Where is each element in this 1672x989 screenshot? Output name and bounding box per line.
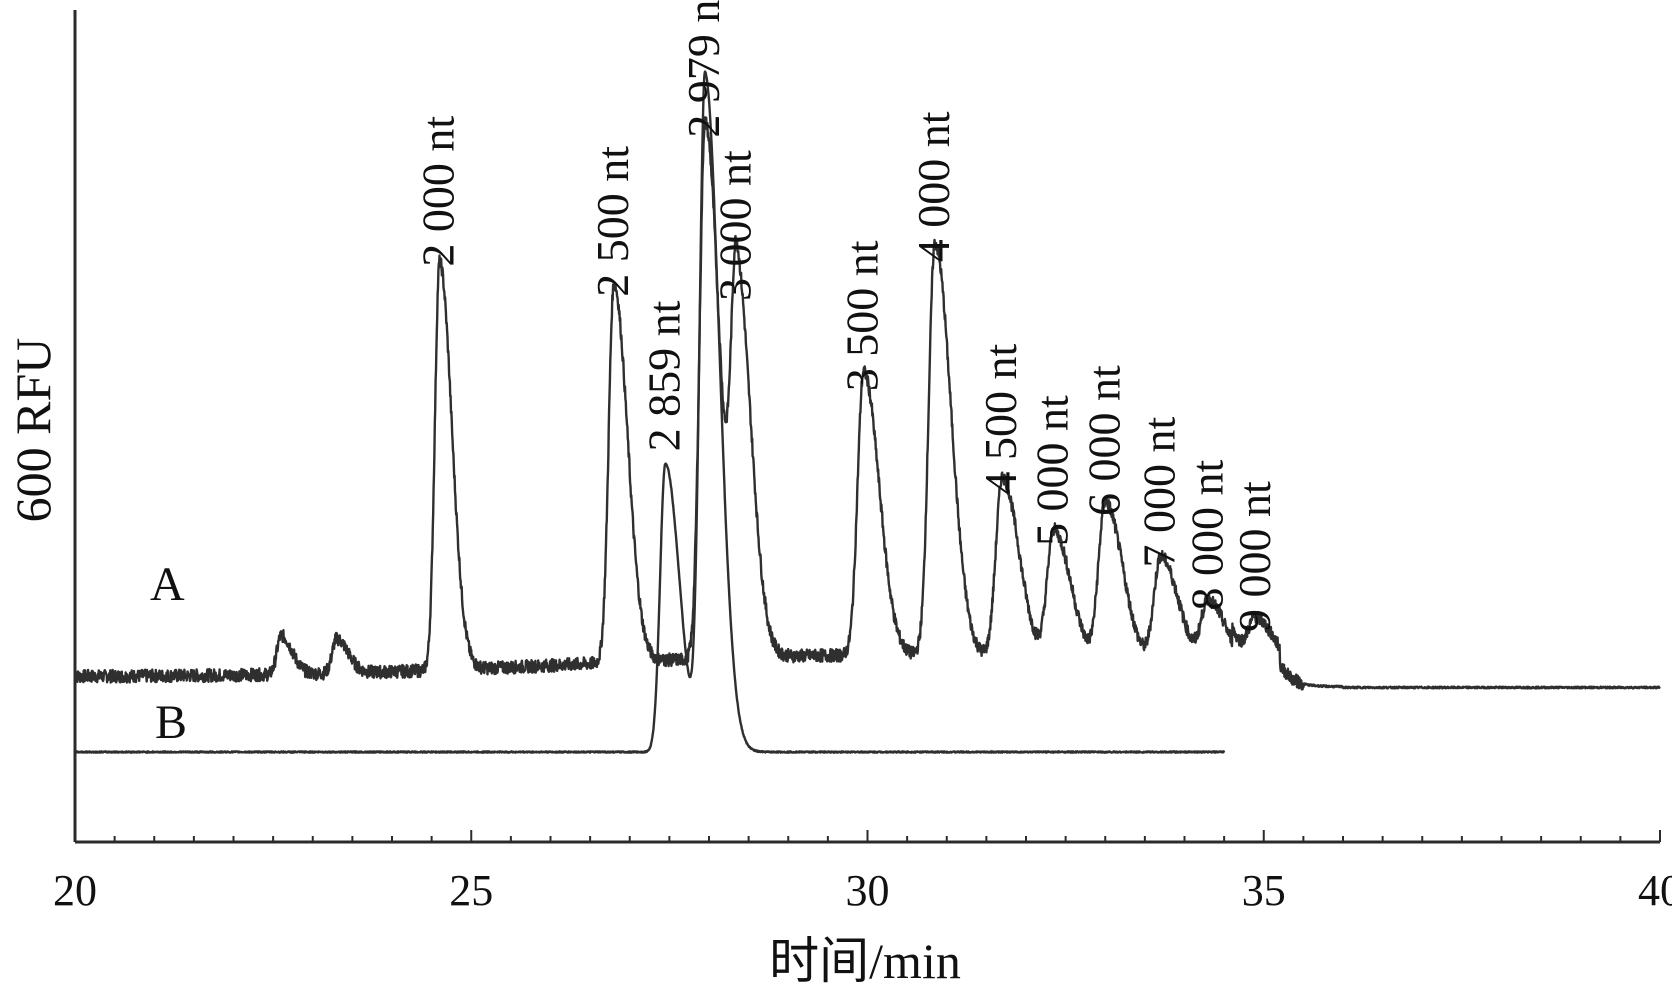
y-axis-label: 600 RFU xyxy=(5,338,61,523)
x-axis-tick-labels: 20 25 30 35 40 xyxy=(53,866,1672,915)
trace-label-b: B xyxy=(155,696,187,749)
x-tick-label: 25 xyxy=(449,866,493,915)
peak-label: 9 000 nt xyxy=(1229,481,1280,632)
x-tick-label: 20 xyxy=(53,866,97,915)
x-axis-label: 时间/min xyxy=(769,933,961,989)
peak-label: 4 000 nt xyxy=(908,111,959,262)
trace-b xyxy=(74,70,1226,754)
traces xyxy=(73,70,1661,754)
peak-label: 6 000 nt xyxy=(1078,365,1129,516)
trace-a xyxy=(73,116,1661,691)
peak-label: 2 000 nt xyxy=(413,116,464,267)
x-axis-ticks xyxy=(74,830,1661,842)
peak-label: 2 500 nt xyxy=(587,146,638,297)
x-tick-label: 35 xyxy=(1242,866,1286,915)
x-tick-label: 30 xyxy=(846,866,890,915)
peak-label: 4 500 nt xyxy=(975,344,1026,495)
peak-label: 8 000 nt xyxy=(1181,460,1232,611)
peak-labels: 2 000 nt 2 500 nt 2 979 nt 3 000 nt 3 500 nt… xyxy=(413,0,1280,632)
peak-label: 3 000 nt xyxy=(710,150,761,301)
peak-label: 2 979 nt xyxy=(678,0,729,138)
x-tick-label: 40 xyxy=(1638,866,1672,915)
peak-label: 2 859 nt xyxy=(638,300,689,451)
peak-label: 3 500 nt xyxy=(837,240,888,391)
peak-label: 5 000 nt xyxy=(1027,395,1078,546)
trace-label-a: A xyxy=(150,558,185,611)
peak-label: 7 000 nt xyxy=(1134,417,1185,568)
